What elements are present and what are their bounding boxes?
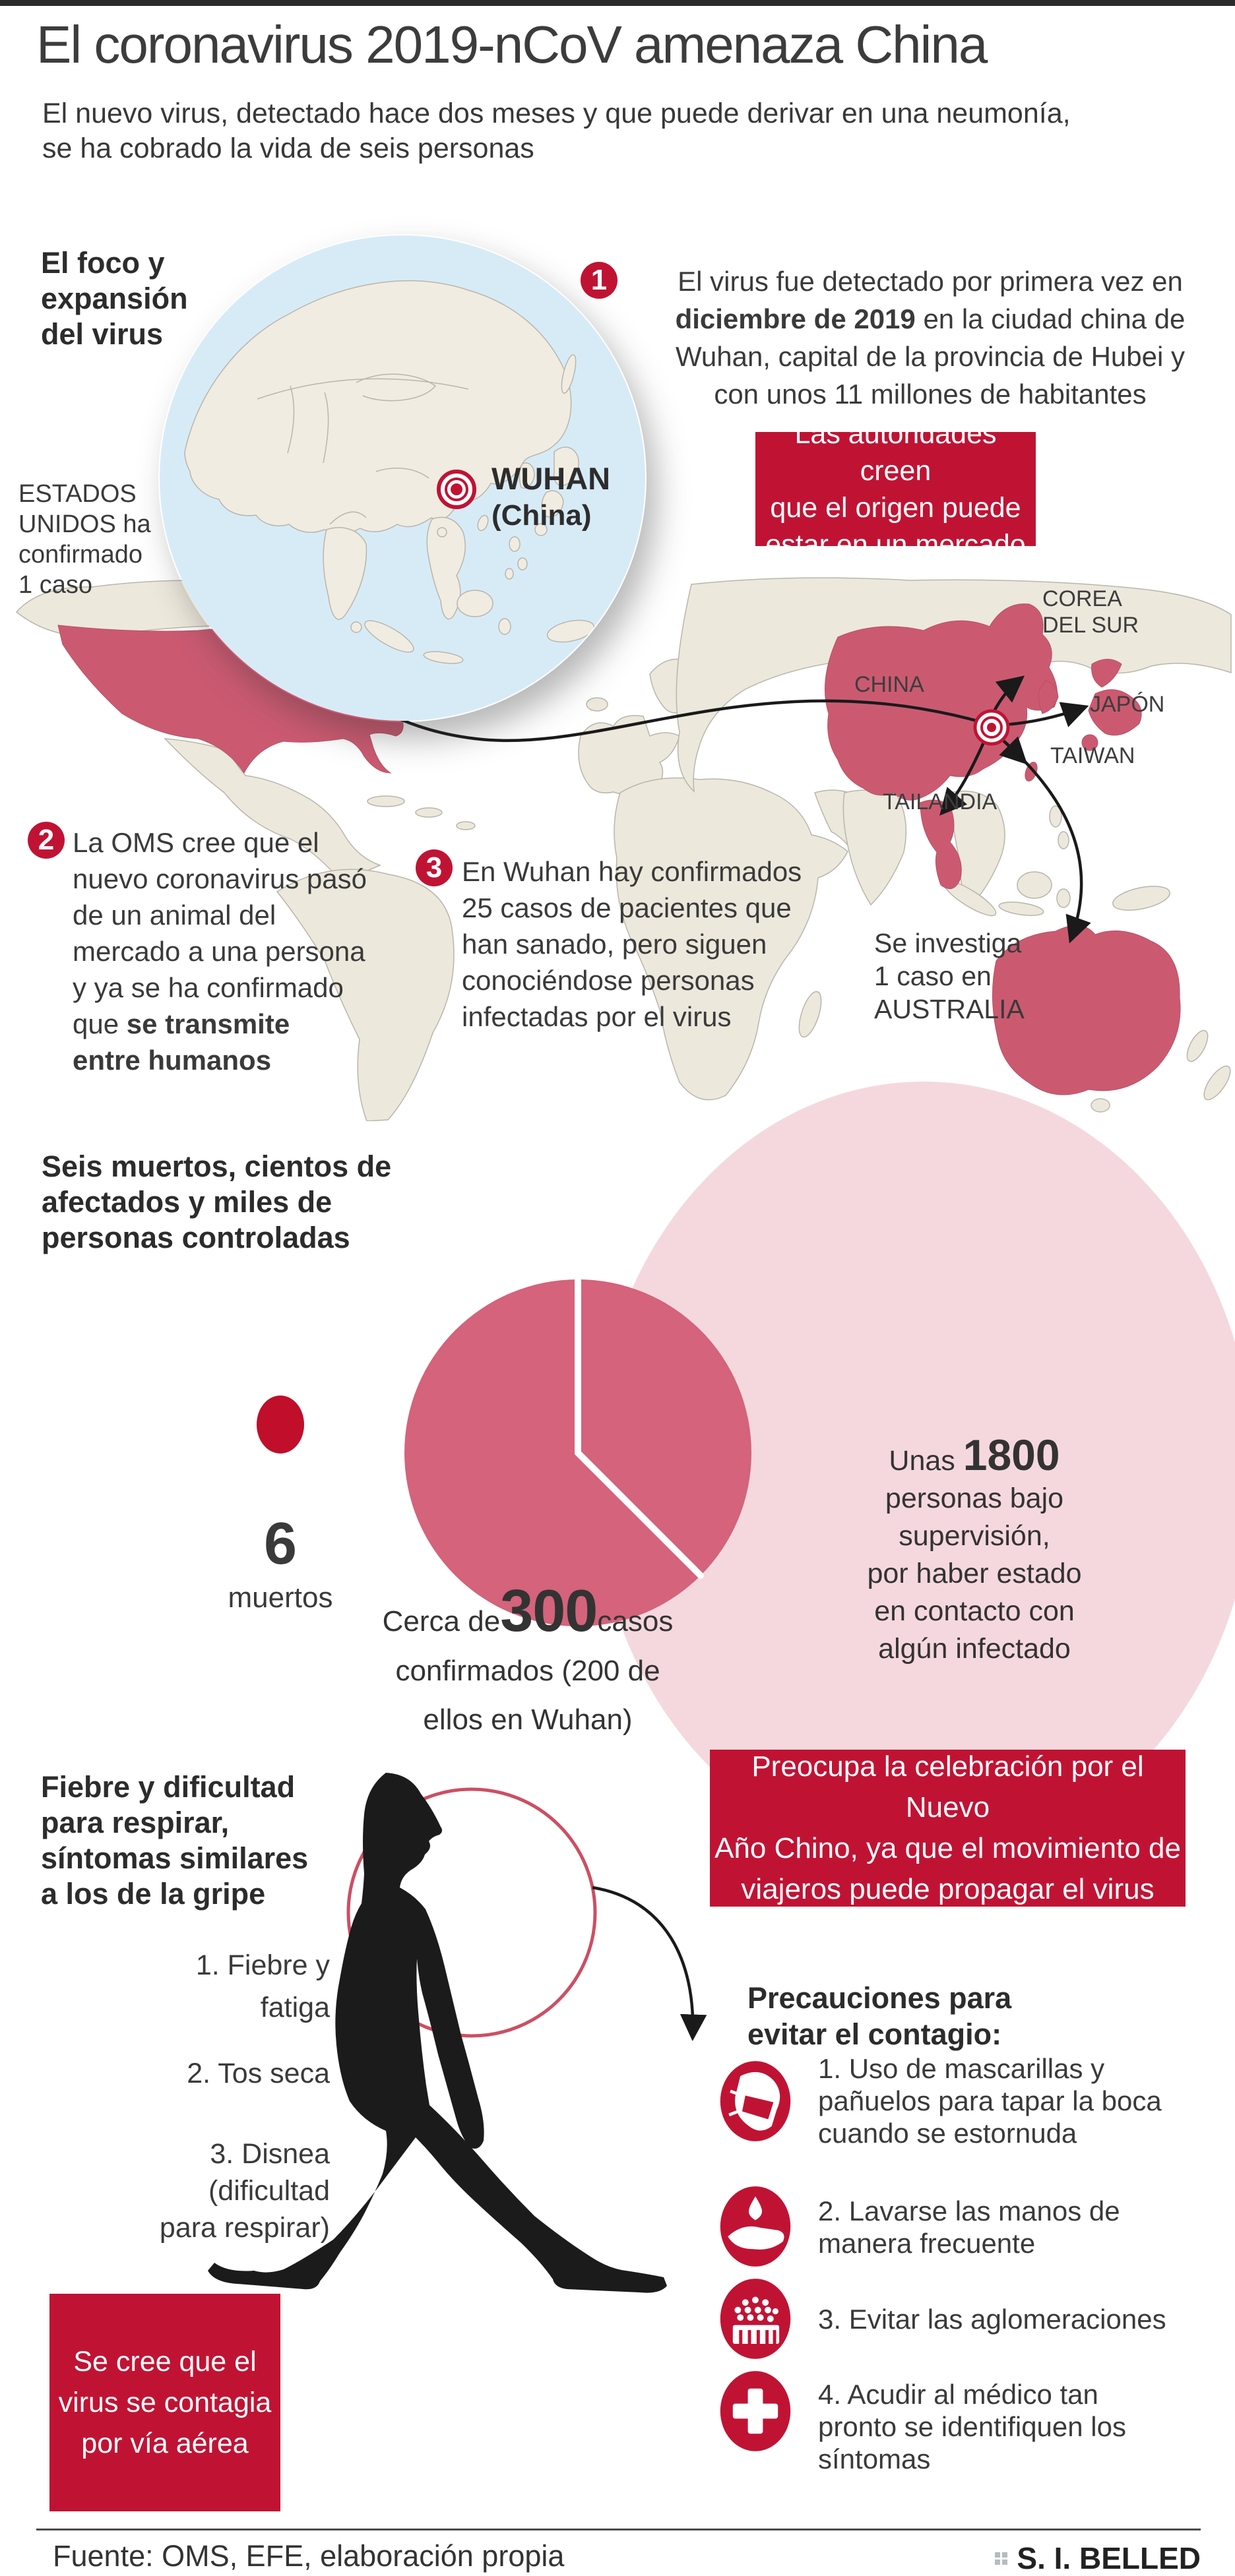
authorities-box: Las autoridades creen que el origen pued… bbox=[755, 418, 1036, 561]
usa-shape bbox=[57, 619, 404, 774]
point-3-text: En Wuhan hay confirmados 25 casos de pac… bbox=[462, 856, 802, 1032]
point-1-text: El virus fue detectado por primera vez e… bbox=[675, 266, 1186, 410]
symptom-item-1: 1. Fiebre y fatiga bbox=[195, 1949, 330, 2023]
focus-heading: El foco y expansión del virus bbox=[41, 246, 188, 351]
subtitle-line: El nuevo virus, detectado hace dos meses… bbox=[42, 98, 1071, 129]
supervision-text: Unas 1800 personas bajo supervisión, por… bbox=[867, 1430, 1082, 1665]
europe-shape bbox=[578, 715, 680, 796]
arrow-to-japan bbox=[993, 702, 1089, 727]
japan-shape bbox=[1091, 659, 1122, 688]
point-2-text: La OMS cree que el nuevo coronavirus pas… bbox=[73, 827, 367, 1076]
us-case-note: ESTADOS UNIDOS ha confirmado 1 caso bbox=[18, 480, 151, 599]
deaths-value: 6 bbox=[263, 1511, 298, 1577]
precaution-item-3: 3. Evitar las aglomeraciones bbox=[818, 2304, 1166, 2335]
precautions-heading: Precauciones para evitar el contagio: bbox=[747, 1981, 1012, 2051]
asia-shape bbox=[676, 577, 1232, 793]
wuhan-label: WUHAN (China) bbox=[491, 461, 611, 532]
handwash-icon bbox=[720, 2186, 791, 2267]
page-subtitle: El nuevo virus, detectado hace dos meses… bbox=[42, 96, 1071, 166]
label-japan: JAPÓN bbox=[1090, 692, 1165, 717]
taiwan-shape bbox=[1025, 762, 1038, 782]
greenland-shape bbox=[428, 574, 524, 631]
wuhan-globe-marker bbox=[437, 470, 476, 509]
airborne-box: Se cree que el virus se contagia por vía… bbox=[49, 2294, 280, 2511]
arrow-to-taiwan bbox=[992, 729, 1028, 765]
label-taiwan: TAIWAN bbox=[1050, 743, 1135, 768]
label-south-korea: COREA DEL SUR bbox=[1042, 586, 1139, 638]
deaths-label: muertos bbox=[228, 1581, 333, 1614]
china-shape bbox=[824, 603, 1058, 801]
precaution-item-2: 2. Lavarse las manos de manera frecuente bbox=[818, 2195, 1120, 2259]
wuhan-world-marker bbox=[973, 709, 1010, 746]
new-year-box: Preocupa la celebración por el Nuevo Año… bbox=[710, 1750, 1186, 1907]
label-thailand: TAILANDIA bbox=[883, 789, 998, 814]
australia-note: Se investiga 1 caso en AUSTRALIA bbox=[874, 928, 1025, 1024]
badge-3: 3 bbox=[416, 849, 453, 886]
symptoms-heading: Fiebre y dificultad para respirar, sínto… bbox=[41, 1770, 309, 1911]
badge-1: 1 bbox=[581, 262, 618, 299]
crowd-icon bbox=[720, 2279, 791, 2359]
top-bar bbox=[0, 0, 1235, 6]
globe-indochina-shape bbox=[426, 516, 466, 620]
precaution-item-4: 4. Acudir al médico tan pronto se identi… bbox=[818, 2379, 1126, 2474]
south-korea-shape bbox=[1038, 680, 1059, 714]
badge-2: 2 bbox=[28, 822, 65, 859]
credit-squares-icon bbox=[995, 2552, 1008, 2565]
footer-source: Fuente: OMS, EFE, elaboración propia bbox=[53, 2539, 565, 2573]
medical-cross-icon bbox=[720, 2371, 791, 2451]
cases-caption: Cerca de 300 casos confirmados (200 de e… bbox=[382, 1578, 674, 1736]
symptom-item-2: 2. Tos seca bbox=[187, 2058, 330, 2089]
footer-credit: S. I. BELLED bbox=[995, 2540, 1201, 2576]
subtitle-line: se ha cobrado la vida de seis personas bbox=[42, 133, 534, 164]
precaution-item-1: 1. Uso de mascarillas y pañuelos para ta… bbox=[818, 2053, 1162, 2149]
symptom-item-3: 3. Disnea (dificultad para respirar) bbox=[159, 2138, 330, 2244]
globe-india-shape bbox=[323, 527, 367, 620]
label-china: CHINA bbox=[854, 672, 924, 697]
mask-icon bbox=[720, 2061, 791, 2141]
pie-divider-diagonal bbox=[575, 1450, 704, 1579]
deaths-dot bbox=[257, 1395, 304, 1454]
arrow-to-korea bbox=[988, 675, 1025, 721]
footer-rule bbox=[36, 2529, 1201, 2530]
page-title: El coronavirus 2019-nCoV amenaza China bbox=[36, 15, 988, 74]
stats-heading: Seis muertos, cientos de afectados y mil… bbox=[42, 1150, 392, 1254]
